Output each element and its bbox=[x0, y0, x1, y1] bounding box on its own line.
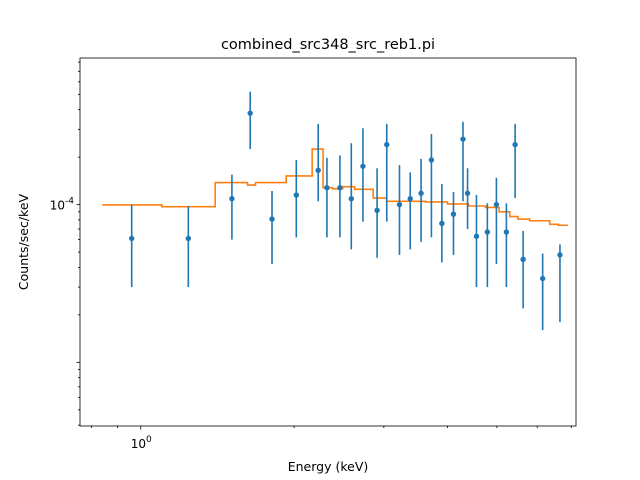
data-point-24 bbox=[493, 201, 500, 208]
chart-title: combined_src348_src_reb1.pi bbox=[221, 37, 435, 53]
data-point-29 bbox=[557, 252, 563, 258]
data-point-6 bbox=[293, 192, 300, 198]
data-point-7 bbox=[315, 167, 321, 174]
data-point-27 bbox=[520, 256, 526, 263]
data-point-23 bbox=[484, 229, 491, 235]
data-point-10 bbox=[348, 196, 355, 202]
data-point-4 bbox=[247, 110, 253, 116]
data-point-8 bbox=[324, 185, 330, 191]
data-point-25 bbox=[503, 229, 510, 235]
data-point-1 bbox=[128, 235, 135, 242]
y-axis-label: Counts/sec/keV bbox=[16, 193, 31, 290]
axes-frame bbox=[79, 57, 577, 427]
data-point-3 bbox=[229, 196, 235, 202]
data-point-13 bbox=[384, 141, 390, 148]
data-point-15 bbox=[407, 196, 413, 202]
data-point-12 bbox=[374, 207, 380, 214]
axis-ticks: 100 10-4 bbox=[50, 61, 572, 451]
data-point-22 bbox=[473, 233, 480, 239]
data-point-14 bbox=[396, 201, 403, 208]
y-tick-label-0.0001: 10-4 bbox=[50, 197, 75, 213]
data-point-2 bbox=[185, 235, 192, 242]
data-point-26 bbox=[512, 141, 518, 148]
data-point-5 bbox=[269, 216, 275, 222]
data-point-17 bbox=[428, 157, 435, 163]
model-step-layer bbox=[102, 148, 569, 227]
data-point-11 bbox=[360, 163, 366, 169]
data-point-16 bbox=[418, 190, 424, 196]
data-points-layer bbox=[128, 91, 563, 331]
data-point-18 bbox=[439, 220, 445, 227]
data-point-9 bbox=[337, 185, 343, 191]
x-tick-label-1: 100 bbox=[131, 435, 152, 451]
data-point-21 bbox=[464, 190, 471, 196]
data-point-28 bbox=[539, 275, 546, 282]
data-point-19 bbox=[450, 211, 457, 217]
x-axis-label: Energy (keV) bbox=[288, 459, 369, 474]
data-point-20 bbox=[460, 136, 466, 142]
model-step-line bbox=[102, 148, 569, 227]
